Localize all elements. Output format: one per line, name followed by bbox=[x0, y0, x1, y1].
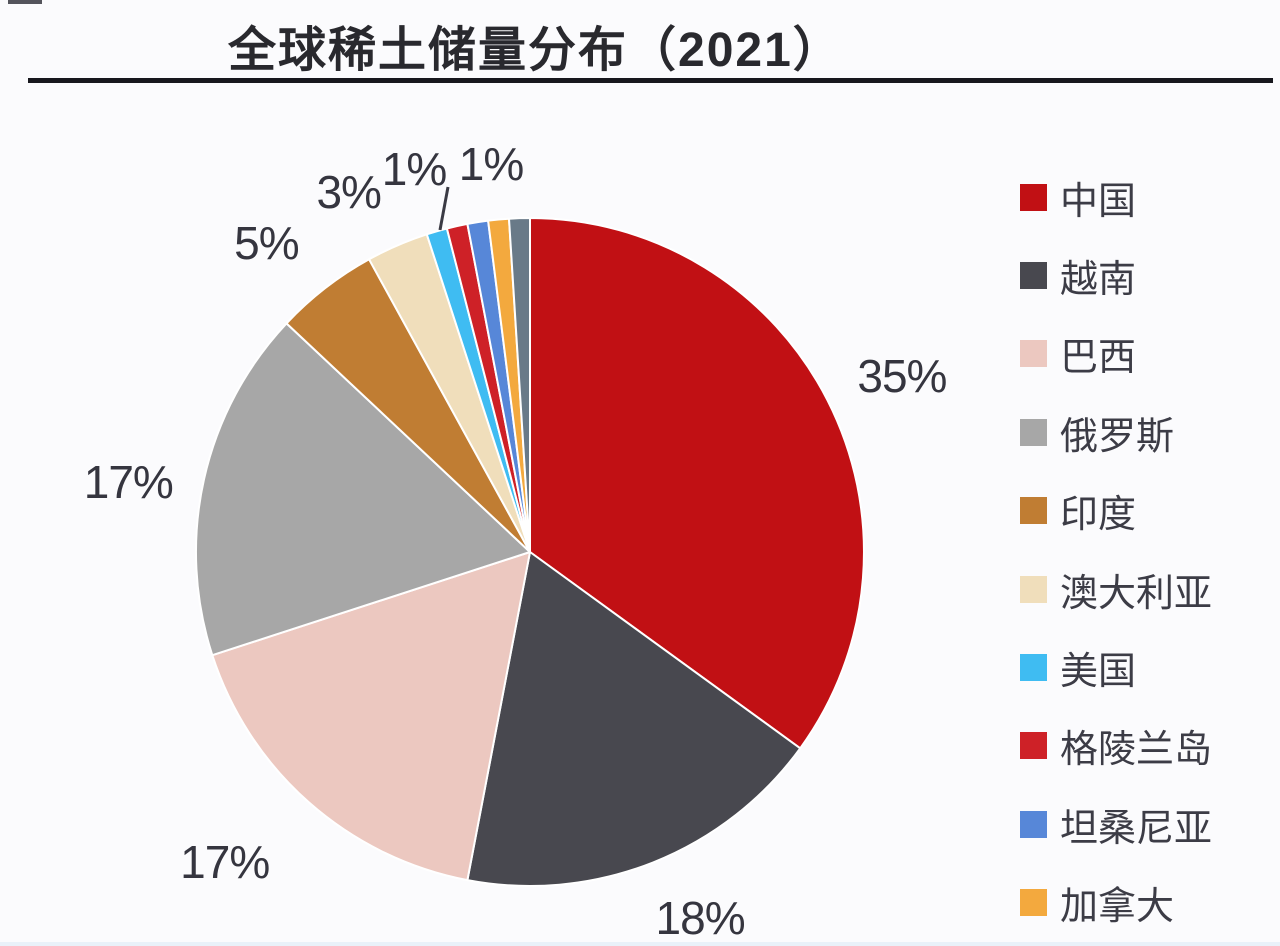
legend-item-澳大利亚: 澳大利亚 bbox=[1020, 550, 1212, 628]
bottom-edge-strip bbox=[0, 942, 1280, 946]
percent-label-印度: 5% bbox=[234, 217, 299, 269]
percent-label-格陵兰岛: 1% bbox=[458, 138, 524, 190]
legend-item-美国: 美国 bbox=[1020, 628, 1212, 706]
legend-label: 格陵兰岛 bbox=[1060, 729, 1213, 772]
percent-label-中国: 35% bbox=[857, 349, 947, 402]
legend-label: 澳大利亚 bbox=[1060, 572, 1213, 615]
legend-swatch-icon bbox=[1020, 732, 1047, 760]
legend-swatch-icon bbox=[1020, 810, 1047, 838]
legend-swatch-icon bbox=[1020, 418, 1047, 446]
chart-title: 全球稀土储量分布（2021） bbox=[228, 24, 843, 77]
legend-label: 坦桑尼亚 bbox=[1060, 807, 1213, 850]
legend-item-加拿大: 加拿大 bbox=[1020, 864, 1212, 942]
legend-swatch-icon bbox=[1020, 340, 1047, 368]
legend-label: 中国 bbox=[1060, 180, 1137, 223]
pie-slice-巴西 bbox=[211, 551, 531, 882]
legend-item-越南: 越南 bbox=[1020, 236, 1212, 314]
legend-label: 俄罗斯 bbox=[1060, 415, 1175, 458]
legend: 中国越南巴西俄罗斯印度澳大利亚美国格陵兰岛坦桑尼亚加拿大 bbox=[1020, 158, 1212, 942]
scan-artifact-mark bbox=[8, 0, 42, 4]
legend-item-印度: 印度 bbox=[1020, 472, 1212, 550]
legend-swatch-icon bbox=[1020, 183, 1047, 211]
percent-label-越南: 18% bbox=[655, 891, 746, 944]
pie-slice-unlabeled bbox=[508, 217, 531, 553]
label-leader-line bbox=[438, 186, 450, 231]
legend-label: 美国 bbox=[1060, 651, 1137, 694]
legend-item-格陵兰岛: 格陵兰岛 bbox=[1020, 707, 1212, 785]
percent-label-巴西: 17% bbox=[180, 835, 270, 888]
percent-label-澳大利亚: 3% bbox=[316, 165, 381, 218]
legend-label: 巴西 bbox=[1060, 337, 1137, 380]
legend-item-巴西: 巴西 bbox=[1020, 315, 1212, 393]
legend-swatch-icon bbox=[1020, 575, 1047, 603]
percent-label-俄罗斯: 17% bbox=[83, 455, 174, 508]
legend-item-俄罗斯: 俄罗斯 bbox=[1020, 393, 1212, 471]
legend-item-坦桑尼亚: 坦桑尼亚 bbox=[1020, 785, 1212, 863]
legend-item-中国: 中国 bbox=[1020, 158, 1212, 236]
pie-slice-中国 bbox=[529, 217, 865, 750]
legend-swatch-icon bbox=[1020, 262, 1047, 290]
title-underline bbox=[28, 78, 1273, 83]
percent-label-美国: 1% bbox=[381, 143, 447, 195]
legend-swatch-icon bbox=[1020, 654, 1047, 682]
legend-swatch-icon bbox=[1020, 889, 1047, 917]
pie-slice-越南 bbox=[466, 551, 802, 888]
legend-label: 印度 bbox=[1060, 494, 1137, 537]
pie-slice-俄罗斯 bbox=[194, 322, 531, 657]
legend-label: 加拿大 bbox=[1060, 886, 1175, 929]
legend-swatch-icon bbox=[1020, 497, 1047, 525]
legend-label: 越南 bbox=[1060, 259, 1137, 302]
